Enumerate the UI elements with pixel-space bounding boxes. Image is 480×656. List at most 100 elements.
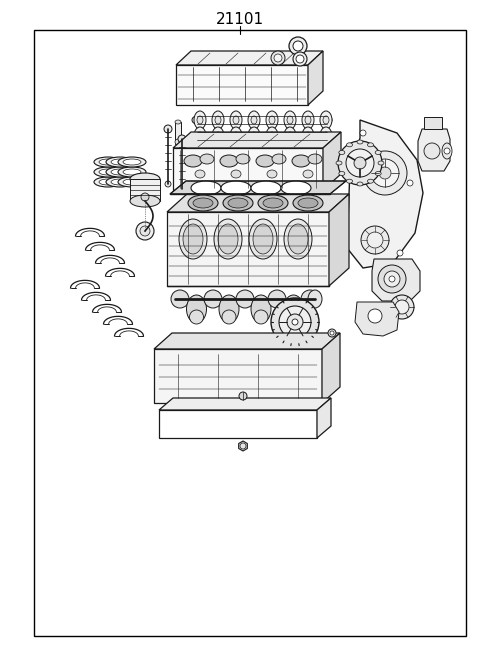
Ellipse shape (347, 143, 352, 147)
Ellipse shape (305, 132, 311, 140)
Circle shape (397, 250, 403, 256)
Circle shape (390, 295, 414, 319)
Ellipse shape (339, 171, 345, 176)
Ellipse shape (195, 170, 205, 178)
Ellipse shape (248, 111, 260, 129)
Ellipse shape (99, 169, 117, 175)
Ellipse shape (249, 219, 277, 259)
Circle shape (178, 135, 186, 143)
Polygon shape (322, 333, 340, 403)
Polygon shape (418, 129, 450, 171)
Ellipse shape (375, 171, 381, 176)
Ellipse shape (175, 120, 181, 124)
Circle shape (175, 139, 181, 145)
Ellipse shape (267, 170, 277, 178)
Ellipse shape (220, 155, 238, 167)
Circle shape (164, 125, 172, 133)
Circle shape (274, 54, 282, 62)
Ellipse shape (194, 111, 206, 129)
Circle shape (368, 309, 382, 323)
Circle shape (354, 157, 366, 169)
Ellipse shape (284, 127, 296, 145)
Ellipse shape (106, 157, 134, 167)
Text: 21101: 21101 (216, 12, 264, 26)
Ellipse shape (197, 116, 203, 124)
Polygon shape (329, 194, 349, 286)
Circle shape (190, 310, 204, 324)
Circle shape (289, 37, 307, 55)
Ellipse shape (357, 140, 363, 144)
Ellipse shape (323, 116, 329, 124)
Ellipse shape (123, 159, 141, 165)
Polygon shape (170, 181, 346, 194)
Polygon shape (159, 410, 317, 438)
Ellipse shape (308, 154, 322, 164)
Polygon shape (188, 403, 278, 423)
Polygon shape (176, 65, 308, 105)
Polygon shape (347, 120, 423, 268)
Circle shape (363, 151, 407, 195)
Ellipse shape (347, 179, 352, 183)
Bar (34, 30, 466, 636)
Ellipse shape (281, 181, 311, 195)
Ellipse shape (192, 116, 202, 124)
Circle shape (293, 52, 307, 66)
Ellipse shape (253, 224, 273, 254)
Ellipse shape (368, 179, 373, 183)
Ellipse shape (251, 132, 257, 140)
Ellipse shape (236, 154, 250, 164)
Ellipse shape (272, 154, 286, 164)
Polygon shape (308, 51, 323, 105)
Ellipse shape (258, 195, 288, 211)
Circle shape (293, 41, 303, 51)
Circle shape (296, 55, 304, 63)
Circle shape (236, 290, 254, 308)
Ellipse shape (118, 157, 146, 167)
Ellipse shape (302, 111, 314, 129)
Ellipse shape (111, 179, 129, 185)
Circle shape (222, 310, 236, 324)
Ellipse shape (187, 295, 206, 323)
Ellipse shape (214, 219, 242, 259)
Circle shape (287, 314, 303, 330)
Ellipse shape (378, 161, 384, 165)
Circle shape (136, 222, 154, 240)
Circle shape (239, 392, 247, 400)
Circle shape (287, 310, 300, 324)
Ellipse shape (336, 161, 342, 165)
Circle shape (389, 276, 395, 282)
Polygon shape (176, 51, 323, 65)
Ellipse shape (284, 219, 312, 259)
Ellipse shape (266, 127, 278, 145)
Circle shape (165, 181, 171, 187)
Ellipse shape (179, 219, 207, 259)
Ellipse shape (111, 169, 129, 175)
Ellipse shape (183, 224, 203, 254)
Polygon shape (355, 302, 399, 336)
Circle shape (330, 331, 334, 335)
Ellipse shape (200, 154, 214, 164)
Circle shape (279, 306, 311, 338)
Polygon shape (154, 333, 340, 349)
Ellipse shape (212, 127, 224, 145)
Ellipse shape (248, 127, 260, 145)
Circle shape (361, 226, 389, 254)
Circle shape (367, 232, 383, 248)
Ellipse shape (215, 116, 221, 124)
Bar (175, 122, 181, 144)
Ellipse shape (184, 155, 202, 167)
Circle shape (338, 141, 382, 185)
Circle shape (360, 130, 366, 136)
Ellipse shape (223, 195, 253, 211)
Ellipse shape (231, 170, 241, 178)
Circle shape (292, 319, 298, 325)
Polygon shape (317, 398, 331, 438)
Ellipse shape (284, 111, 296, 129)
Ellipse shape (230, 127, 242, 145)
Circle shape (384, 271, 400, 287)
Circle shape (378, 265, 406, 293)
Ellipse shape (263, 198, 283, 208)
Circle shape (271, 298, 319, 346)
Ellipse shape (230, 111, 242, 129)
Ellipse shape (106, 167, 134, 177)
